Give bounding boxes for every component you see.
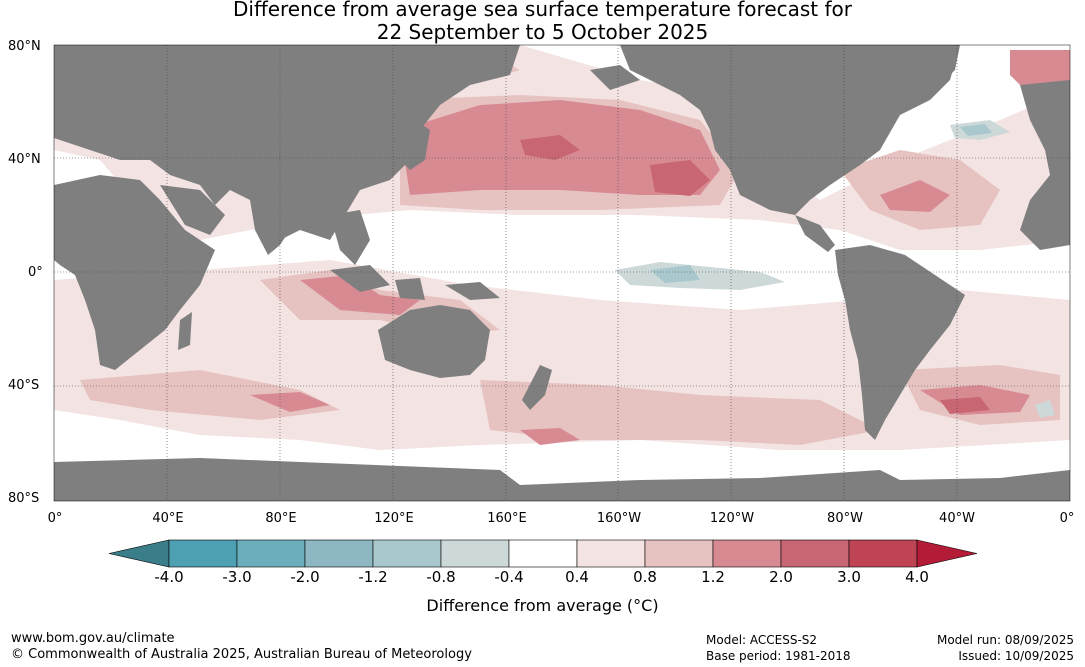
- lat-label-80n: 80°N: [8, 39, 41, 54]
- footer-model-run: Model run: 08/09/2025: [936, 633, 1074, 647]
- colorbar-cell: [440, 539, 510, 568]
- colorbar-tick: -0.8: [426, 568, 456, 586]
- land-masses: [54, 45, 1070, 501]
- colorbar-cell: [372, 539, 442, 568]
- colorbar-cell: [576, 539, 646, 568]
- colorbar-tick: -1.2: [358, 568, 388, 586]
- colorbar-cell: [304, 539, 374, 568]
- colorbar-tick: 4.0: [905, 568, 929, 586]
- lon-label-40e: 40°E: [152, 511, 184, 526]
- chart-title-line1: Difference from average sea surface temp…: [232, 0, 852, 21]
- colorbar-tick: 0.4: [565, 568, 589, 586]
- footer-copyright: © Commonwealth of Australia 2025, Austra…: [11, 647, 472, 662]
- footer-website: www.bom.gov.au/climate: [11, 631, 175, 646]
- footer-base-period: Base period: 1981-2018: [706, 649, 851, 663]
- lon-label-160w: 160°W: [596, 511, 642, 526]
- lat-label-40s: 40°S: [8, 378, 40, 393]
- colorbar-tick: 0.8: [633, 568, 657, 586]
- lat-label-40n: 40°N: [8, 152, 41, 167]
- colorbar-cell: [848, 539, 918, 568]
- colorbar-cell: [644, 539, 714, 568]
- colorbar-cell: [780, 539, 850, 568]
- lon-label-80e: 80°E: [265, 511, 297, 526]
- colorbar-cell: [236, 539, 306, 568]
- lon-label-40w: 40°W: [939, 511, 975, 526]
- colorbar-cell: [168, 539, 238, 568]
- colorbar-extend-high: [916, 539, 978, 568]
- colorbar-cell: [712, 539, 782, 568]
- colorbar-tick: -0.4: [494, 568, 524, 586]
- colorbar-cell: [508, 539, 578, 568]
- lon-label-80w: 80°W: [827, 511, 863, 526]
- colorbar-extend-low: [108, 539, 170, 568]
- lon-label-120e: 120°E: [374, 511, 414, 526]
- lon-label-0-east: 0°: [1059, 511, 1075, 526]
- lon-label-120w: 120°W: [709, 511, 755, 526]
- map-frame: [53, 44, 1071, 502]
- footer-model: Model: ACCESS-S2: [706, 633, 818, 647]
- lat-label-equator: 0°: [28, 265, 43, 280]
- colorbar-tick: 3.0: [837, 568, 861, 586]
- colorbar-tick: -4.0: [154, 568, 184, 586]
- colorbar-label: Difference from average (°C): [426, 596, 659, 615]
- colorbar-tick: -2.0: [290, 568, 320, 586]
- graticule: [54, 45, 1070, 501]
- lat-label-80s: 80°S: [8, 491, 40, 506]
- lon-label-0: 0°: [47, 511, 63, 526]
- footer-issued: Issued: 10/09/2025: [958, 649, 1074, 663]
- colorbar-tick: -3.0: [222, 568, 252, 586]
- lon-label-160e: 160°E: [487, 511, 527, 526]
- colorbar-tick: 1.2: [701, 568, 725, 586]
- map-area: [54, 45, 1070, 501]
- chart-title-line2: 22 September to 5 October 2025: [376, 20, 709, 44]
- colorbar-tick: 2.0: [769, 568, 793, 586]
